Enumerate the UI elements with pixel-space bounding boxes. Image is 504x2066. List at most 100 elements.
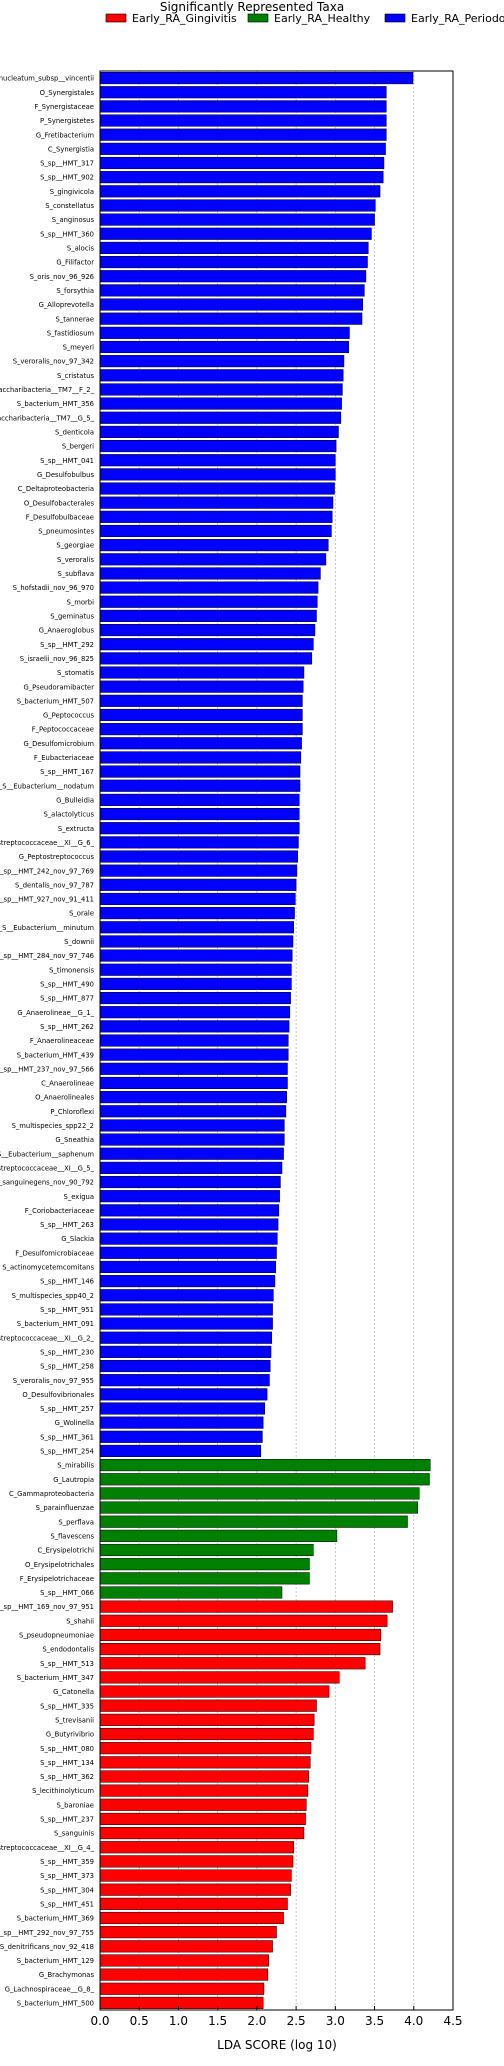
y-tick-label: S_exigua [64,1193,94,1201]
y-tick-label: S_hofstadii_nov_96_970 [13,584,94,592]
y-tick-label: S_cristatus [57,372,94,380]
y-tick-label: S_sp__HMT_230 [40,1348,94,1356]
bar [99,935,294,948]
y-tick-label: S_bergeri [62,443,94,451]
bar [99,284,365,297]
bar [99,1501,418,1514]
bar [99,213,375,226]
y-tick-label: G_Catonella [53,1688,94,1696]
legend-label: Early_RA_Periodon [411,12,504,25]
y-tick-label: S_perflava [58,1518,94,1526]
y-tick-label: P_Synergistetes [40,117,94,125]
y-tick-label: G_Lachnospiraceae__G_8_ [5,1985,95,1993]
bar [99,638,314,651]
y-tick-label: S_sp__HMT_513 [40,1660,94,1668]
bar [99,326,350,339]
bar [99,185,381,198]
bar [99,355,345,368]
x-tick-label: 1.0 [169,2014,188,2028]
bar [99,156,385,170]
bar [99,524,332,538]
y-tick-label: C_Synergistia [48,145,94,153]
bar [99,1926,277,1939]
bar [99,312,363,325]
bar [99,241,369,254]
y-tick-label: S_S__Eubacterium__minutum [0,924,94,932]
y-tick-label: G_Saccharibacteria__TM7__G_5_ [0,414,95,422]
bar [99,1798,307,1811]
bar [99,1614,388,1627]
x-tick-label: 0.5 [130,2014,149,2028]
y-tick-label: F_Peptococcaceae [32,726,94,734]
y-tick-label: S_denticola [55,429,94,437]
bar [99,383,343,396]
bar [99,1996,264,2009]
y-tick-label: S_veroralis [57,556,94,564]
y-tick-label: G_Brachymonas [39,1971,95,1979]
bar [99,1459,431,1472]
y-tick-label: S_sp__HMT_066 [40,1589,94,1597]
y-tick-label: S_multispecies_spp40_2 [12,1292,94,1300]
y-tick-label: S_sp__HMT_080 [40,1745,94,1753]
y-tick-label: S_sp__HMT_490 [40,980,94,988]
bar [99,1359,271,1373]
bar [99,340,349,354]
x-tick-label: 3.0 [326,2014,345,2028]
bar [99,850,298,863]
bar [99,1303,273,1316]
bar [99,1982,265,1995]
y-tick-label: S_sp__HMT_257 [40,1405,94,1413]
y-tick-label: S_oris_nov_96_926 [30,273,94,281]
y-tick-label: S_sp__HMT_237 [40,1816,94,1824]
bar [99,1374,270,1387]
y-tick-label: S_sp__HMT_292 [40,641,94,649]
bar [99,425,339,438]
bar [99,1473,430,1486]
bar [99,1968,269,1981]
y-tick-label: S_mirabilis [57,1462,94,1470]
bar [99,807,300,821]
bar [99,708,303,722]
bar [99,1161,283,1174]
bar [99,963,292,976]
y-tick-label: S_alactolyticus [43,811,94,819]
bar [99,1232,278,1245]
y-tick-label: S_bacterium_HMT_356 [17,400,94,408]
bar [99,227,372,240]
y-tick-label: S_stomatis [57,669,94,677]
chart-title: Significantly Represented Taxa [160,0,344,14]
bar [99,199,376,212]
bar [99,652,313,665]
bar [99,921,295,934]
y-tick-label: S_sp__HMT_360 [40,230,94,238]
y-tick-label: O_Desulfobacterales [24,499,95,507]
y-tick-label: G_Peptostreptococcaceae__XI__G_2_ [0,1334,95,1342]
bar [99,496,334,509]
y-tick-label: S_sp__HMT_292_nov_97_755 [0,1929,94,1937]
y-tick-label: G_Desulfobulbus [37,471,95,479]
bar [99,1643,381,1656]
y-tick-label: S_bacterium_HMT_439 [17,1051,94,1059]
x-tick-label: 2.5 [287,2014,306,2028]
x-axis-label: LDA SCORE (log 10) [217,2038,337,2052]
y-tick-label: S_morbi [67,598,95,606]
y-tick-label: F_Desulfomicrobiaceae [15,1249,94,1257]
y-tick-label: S_nucleatum_subsp__vincentii [0,75,94,83]
y-tick-label: S_downii [64,938,94,946]
x-tick-label: 3.5 [365,2014,384,2028]
bar [99,609,317,622]
y-tick-label: S_actinomycetemcomitans [2,1264,94,1272]
y-tick-label: S_pneumosintes [38,528,94,536]
y-tick-label: S_denitrificans_nov_92_418 [0,1943,94,1951]
bar [99,1940,273,1953]
y-tick-label: S_sp__HMT_262 [40,1023,94,1031]
y-tick-label: S_sp__HMT_335 [40,1702,94,1710]
bar [99,1430,263,1443]
y-tick-label: G_Fretibacterium [36,131,95,139]
y-tick-label: S_baroniae [56,1801,94,1809]
legend-swatch [384,13,406,23]
y-tick-label: S_sp__HMT_361 [40,1433,94,1441]
y-tick-label: S_sp__HMT_146 [40,1278,94,1286]
y-tick-label: S_subflava [57,570,94,578]
